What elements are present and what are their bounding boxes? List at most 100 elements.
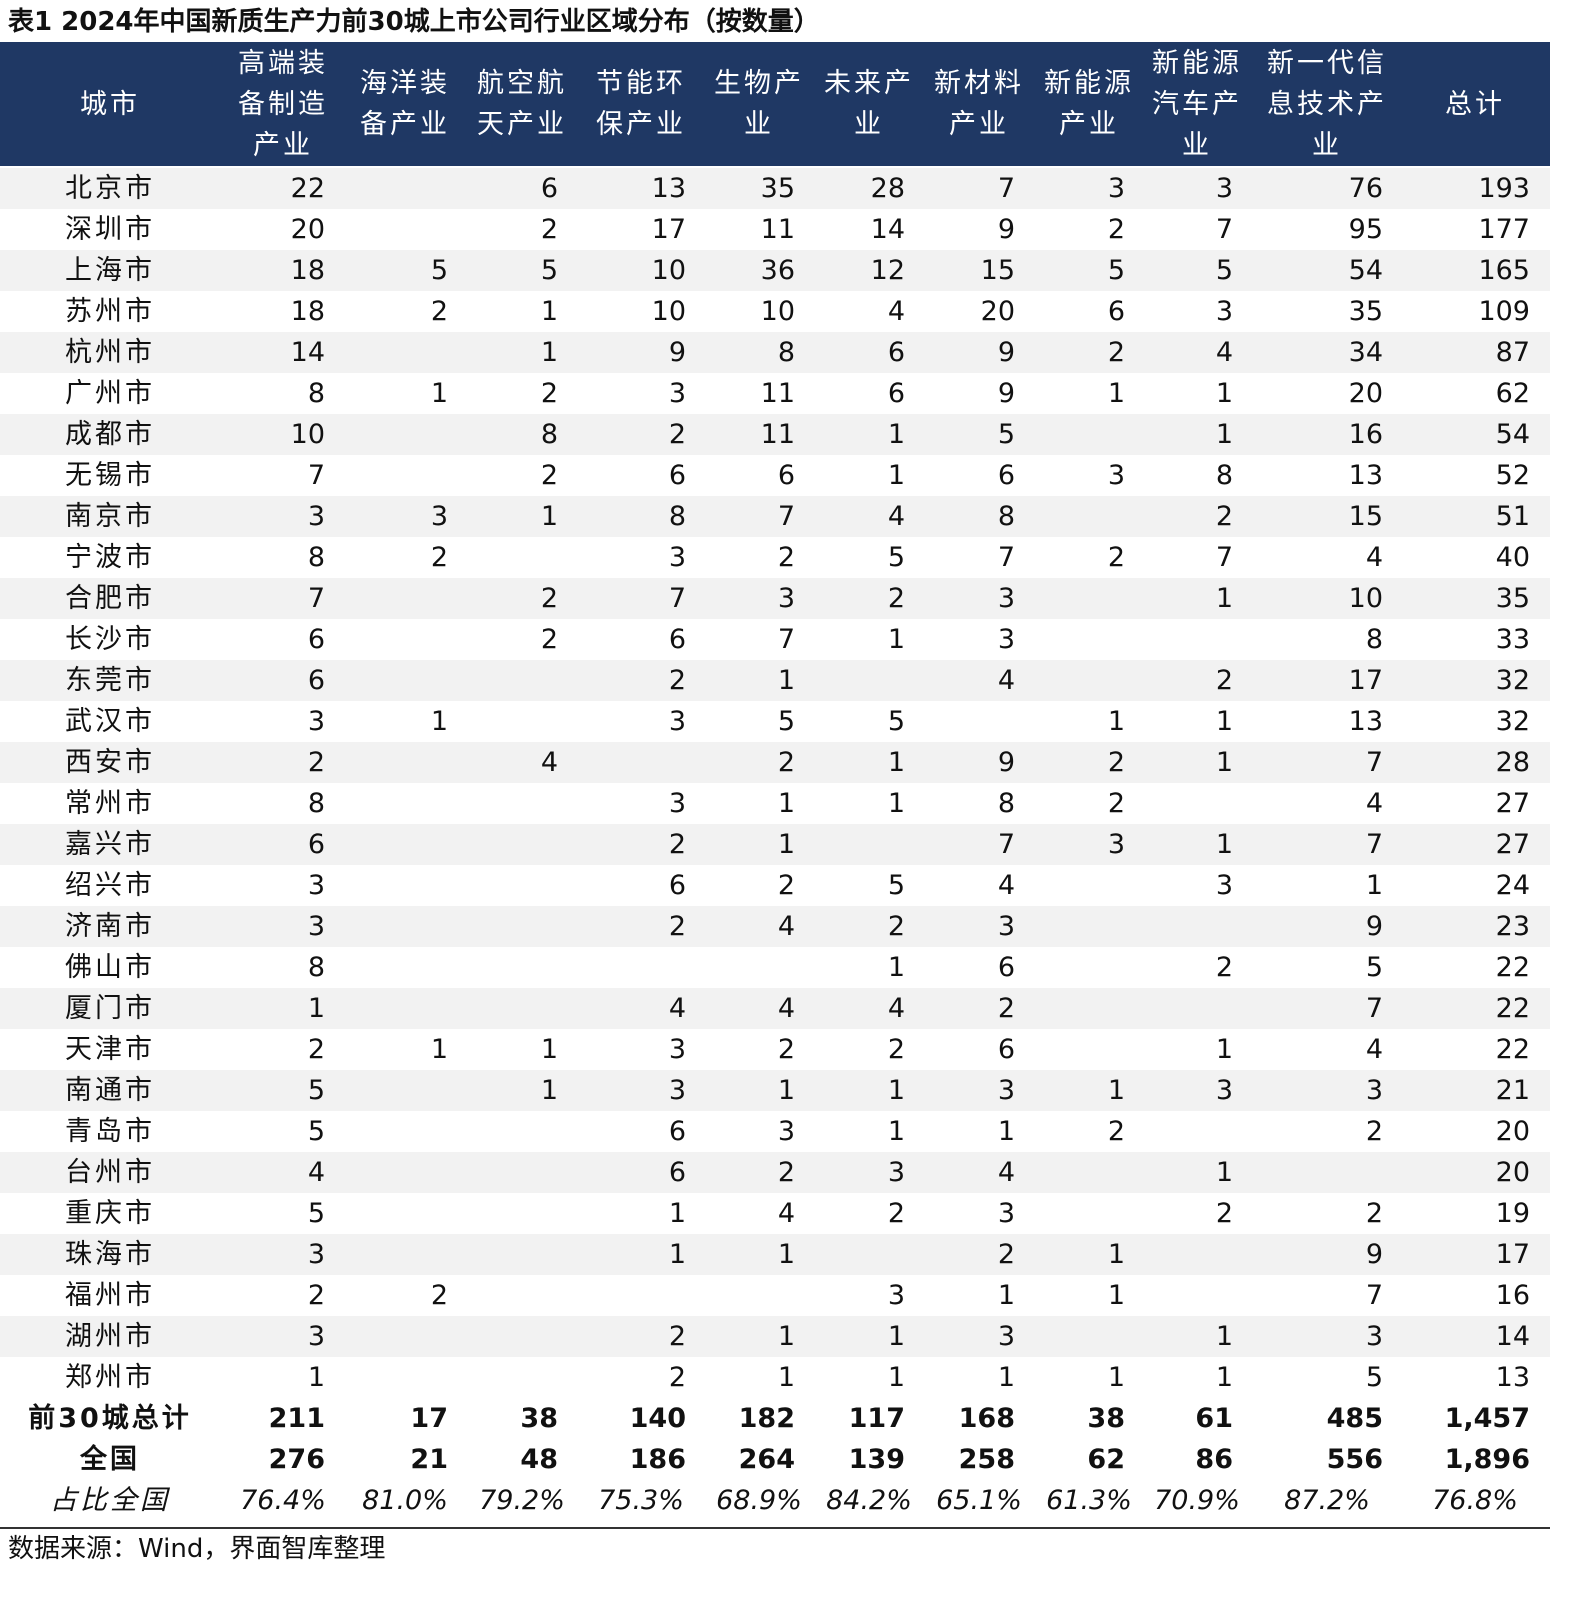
row-stripe: [0, 1316, 1550, 1357]
row-label: 厦门市: [65, 993, 155, 1024]
cell-value: 51: [1495, 501, 1530, 532]
cell-value: 22: [1495, 993, 1530, 1024]
cell-value: 7: [1365, 829, 1383, 860]
cell-value: 3: [307, 911, 325, 942]
cell-value: 62: [1495, 378, 1530, 409]
cell-value: 2: [668, 419, 686, 450]
cell-value: 1: [887, 419, 905, 450]
cell-value: 2: [540, 378, 558, 409]
row-stripe: [0, 1070, 1550, 1111]
cell-value: 4: [777, 1198, 795, 1229]
cell-value: 109: [1478, 296, 1530, 327]
cell-value: 6: [997, 460, 1015, 491]
cell-value: 1: [887, 1362, 905, 1393]
cell-value: 4: [997, 1157, 1015, 1188]
cell-value: 36: [760, 255, 795, 286]
cell-value: 22: [1495, 1034, 1530, 1065]
header-cell: 汽车产: [1152, 88, 1242, 120]
cell-value: 2: [1215, 665, 1233, 696]
cell-value: 264: [738, 1444, 795, 1475]
cell-value: 3: [307, 1239, 325, 1270]
cell-value: 2: [668, 1362, 686, 1393]
cell-value: 3: [307, 501, 325, 532]
cell-value: 20: [290, 214, 325, 245]
cell-value: 2: [668, 665, 686, 696]
cell-value: 11: [760, 419, 795, 450]
cell-value: 2: [777, 542, 795, 573]
cell-value: 186: [629, 1444, 686, 1475]
row-label: 深圳市: [65, 214, 155, 245]
cell-value: 1: [777, 1239, 795, 1270]
cell-value: 258: [958, 1444, 1015, 1475]
cell-value: 9: [1365, 911, 1383, 942]
cell-value: 65.1%: [936, 1485, 1022, 1516]
cell-value: 61: [1195, 1403, 1233, 1434]
cell-value: 24: [1495, 870, 1530, 901]
cell-value: 13: [1495, 1362, 1530, 1393]
row-label: 西安市: [65, 747, 155, 778]
cell-value: 20: [1495, 1116, 1530, 1147]
cell-value: 10: [651, 255, 686, 286]
cell-value: 13: [1348, 706, 1383, 737]
row-stripe: [0, 1152, 1550, 1193]
cell-value: 4: [997, 665, 1015, 696]
cell-value: 7: [1365, 747, 1383, 778]
cell-value: 1: [1215, 747, 1233, 778]
row-label: 湖州市: [65, 1321, 155, 1352]
cell-value: 2: [997, 993, 1015, 1024]
cell-value: 3: [1107, 173, 1125, 204]
cell-value: 2: [307, 1034, 325, 1065]
cell-value: 3: [997, 1198, 1015, 1229]
cell-value: 7: [997, 173, 1015, 204]
cell-value: 8: [777, 337, 795, 368]
row-label: 绍兴市: [65, 870, 155, 901]
cell-value: 86: [1195, 1444, 1233, 1475]
cell-value: 8: [1365, 624, 1383, 655]
cell-value: 20: [1348, 378, 1383, 409]
header-cell: 保产业: [596, 109, 686, 140]
cell-value: 1: [1107, 1075, 1125, 1106]
cell-value: 3: [668, 1075, 686, 1106]
cell-value: 35: [1348, 296, 1383, 327]
cell-value: 1,896: [1444, 1444, 1530, 1475]
header-cell: 业: [854, 109, 884, 140]
cell-value: 117: [848, 1403, 905, 1434]
cell-value: 6: [307, 624, 325, 655]
header-band: [0, 42, 1550, 166]
cell-value: 7: [1215, 542, 1233, 573]
row-label: 宁波市: [65, 542, 155, 573]
cell-value: 5: [1365, 1362, 1383, 1393]
cell-value: 3: [307, 706, 325, 737]
cell-value: 68.9%: [716, 1485, 802, 1516]
cell-value: 1: [997, 1116, 1015, 1147]
cell-value: 3: [1215, 1075, 1233, 1106]
header-cell: 航空航: [477, 68, 567, 99]
row-label: 占比全国: [50, 1485, 170, 1516]
cell-value: 177: [1478, 214, 1530, 245]
cell-value: 3: [1107, 829, 1125, 860]
cell-value: 19: [1495, 1198, 1530, 1229]
cell-value: 84.2%: [826, 1485, 912, 1516]
cell-value: 193: [1478, 173, 1530, 204]
cell-value: 6: [540, 173, 558, 204]
header-cell: 生物产: [714, 68, 804, 99]
cell-value: 165: [1478, 255, 1530, 286]
row-label: 南通市: [65, 1075, 155, 1106]
cell-value: 5: [887, 706, 905, 737]
header-cell: 产业: [253, 129, 313, 161]
cell-value: 20: [1495, 1157, 1530, 1188]
cell-value: 17: [410, 1403, 448, 1434]
cell-value: 1: [1107, 1239, 1125, 1270]
cell-value: 2: [887, 1198, 905, 1229]
cell-value: 11: [760, 214, 795, 245]
cell-value: 5: [307, 1075, 325, 1106]
cell-value: 3: [887, 1157, 905, 1188]
cell-value: 1: [1365, 870, 1383, 901]
row-stripe: [0, 906, 1550, 947]
cell-value: 9: [997, 378, 1015, 409]
cell-value: 3: [1365, 1321, 1383, 1352]
row-label: 郑州市: [65, 1362, 155, 1393]
cell-value: 2: [668, 911, 686, 942]
cell-value: 8: [307, 542, 325, 573]
header-cell: 备产业: [360, 109, 450, 140]
